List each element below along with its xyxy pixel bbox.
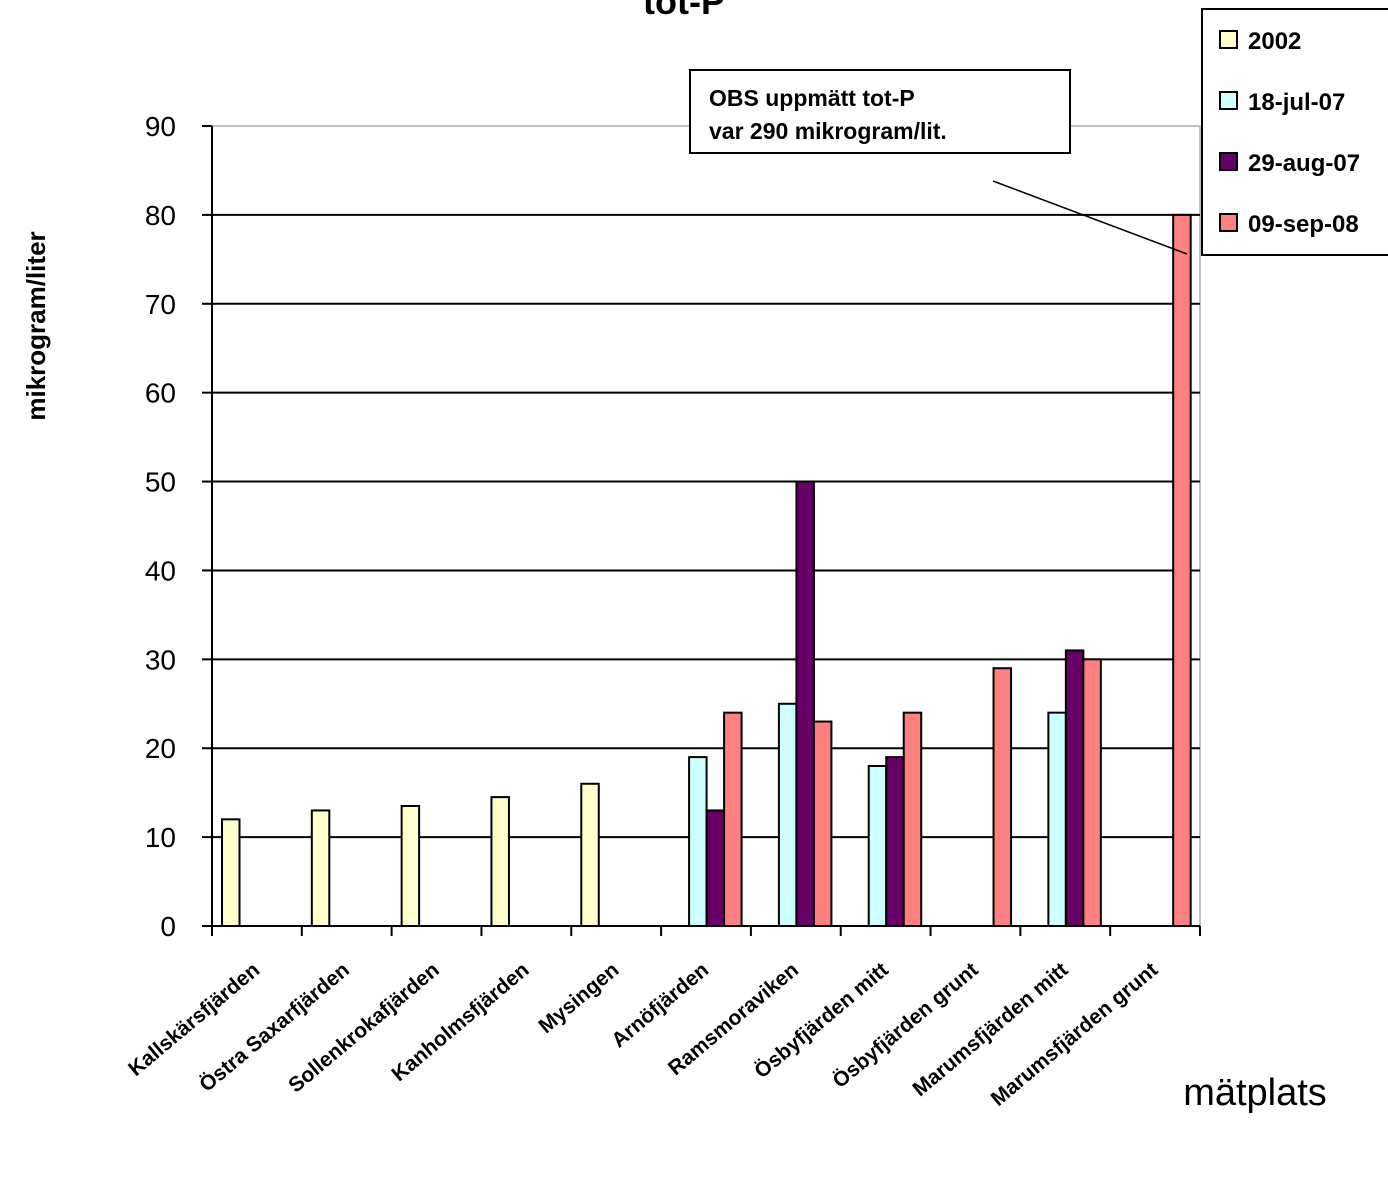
legend-label-2002: 2002 [1248, 28, 1301, 55]
bar-29-aug-07-Marumsfjärden mitt [1066, 650, 1084, 926]
bar-09-sep-08-Marumsfjärden grunt [1173, 215, 1191, 926]
legend-label-18-jul-07: 18-jul-07 [1248, 89, 1345, 116]
bar-18-jul-07-Ramsmoraviken [779, 704, 797, 926]
y-tick-label-60: 60 [145, 378, 176, 409]
bar-18-jul-07-Arnöfjärden [689, 757, 707, 926]
y-tick-label-50: 50 [145, 467, 176, 498]
bar-2002-Kallskärsfjärden [222, 819, 240, 926]
x-tick-label-Mysingen: Mysingen [534, 958, 623, 1038]
chart-title: tot-P [643, 0, 725, 22]
bar-2002-Mysingen [581, 784, 599, 926]
legend: 2002 18-jul-07 29-aug-07 09-sep-08 [1202, 9, 1388, 255]
bar-18-jul-07-Ösbyfjärden mitt [869, 766, 887, 926]
bar-29-aug-07-Ramsmoraviken [796, 482, 814, 926]
legend-swatch-29-aug-07 [1220, 153, 1237, 170]
x-tick-label-Marumsfjärden grunt: Marumsfjärden grunt [987, 958, 1163, 1111]
bar-2002-Sollenkrokafjärden [402, 806, 420, 926]
annotation-text-line-2: var 290 mikrogram/lit. [709, 118, 947, 144]
y-tick-labels: 0 10 20 30 40 50 60 70 80 90 [145, 111, 176, 942]
x-tick-label-Östra Saxarfjärden: Östra Saxarfjärden [195, 958, 354, 1096]
y-tick-label-70: 70 [145, 289, 176, 320]
legend-swatch-18-jul-07 [1220, 92, 1237, 109]
y-tick-label-90: 90 [145, 111, 176, 142]
legend-swatch-2002 [1220, 31, 1237, 48]
bar-09-sep-08-Arnöfjärden [724, 713, 742, 926]
bar-29-aug-07-Ösbyfjärden mitt [886, 757, 904, 926]
legend-label-29-aug-07: 29-aug-07 [1248, 150, 1360, 177]
bar-09-sep-08-Ösbyfjärden grunt [994, 668, 1012, 926]
y-tick-label-10: 10 [145, 822, 176, 853]
y-tick-label-80: 80 [145, 200, 176, 231]
bar-09-sep-08-Ramsmoraviken [814, 722, 832, 926]
bar-2002-Östra Saxarfjärden [312, 810, 330, 926]
bar-18-jul-07-Marumsfjärden mitt [1048, 713, 1066, 926]
bar-29-aug-07-Arnöfjärden [707, 810, 725, 926]
y-tick-label-0: 0 [160, 911, 176, 942]
bar-2002-Kanholmsfjärden [491, 797, 509, 926]
y-axis-label: mikrogram/liter [21, 231, 51, 420]
x-tick-label-Ösbyfjärden grunt: Ösbyfjärden grunt [828, 958, 982, 1093]
x-axis-label: mätplats [1183, 1072, 1327, 1114]
x-tick-label-Sollenkrokafjärden: Sollenkrokafjärden [284, 958, 444, 1097]
x-tick-label-Marumsfjärden mitt: Marumsfjärden mitt [908, 958, 1072, 1101]
bar-09-sep-08-Marumsfjärden mitt [1083, 659, 1101, 926]
legend-label-09-sep-08: 09-sep-08 [1248, 211, 1359, 238]
y-tick-label-30: 30 [145, 644, 176, 675]
bar-09-sep-08-Ösbyfjärden mitt [904, 713, 922, 926]
annotation-text-line-1: OBS uppmätt tot-P [709, 85, 915, 111]
legend-swatch-09-sep-08 [1220, 214, 1237, 231]
y-tick-label-20: 20 [145, 733, 176, 764]
y-tick-label-40: 40 [145, 555, 176, 586]
